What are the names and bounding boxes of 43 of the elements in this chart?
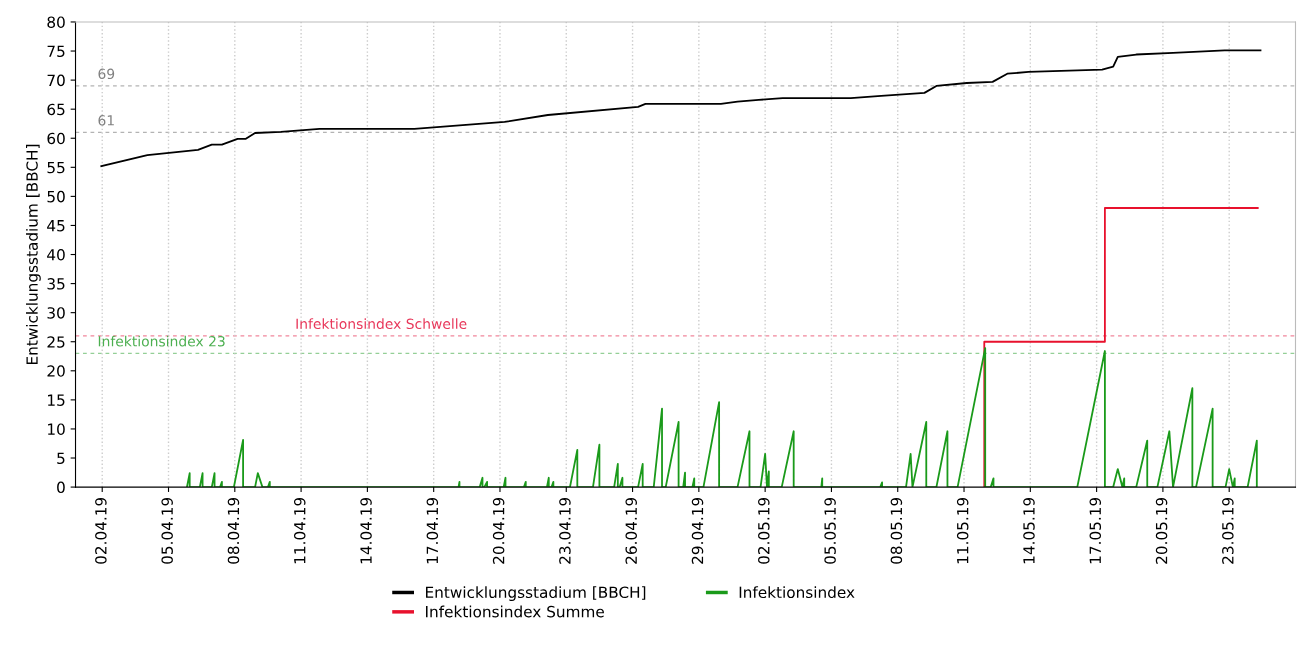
x-tick-label: 29.04.19: [691, 497, 704, 564]
y-tick-label: 40: [47, 248, 65, 261]
ref-line-label: Infektionsindex 23: [98, 335, 225, 347]
x-tick-label: 05.04.19: [161, 497, 173, 564]
legend-label: Entwicklungsstadium [BBCH]: [426, 586, 646, 602]
y-axis-title: Entwicklungsstadium [BBCH]: [26, 144, 41, 365]
y-tick-label: 75: [47, 45, 65, 58]
y-tick-label: 15: [48, 394, 65, 406]
x-tick-label: 14.04.19: [360, 497, 372, 564]
y-tick-label: 60: [47, 132, 65, 145]
x-tick-label: 14.05.19: [1023, 497, 1035, 564]
y-tick-label: 10: [48, 423, 65, 435]
y-tick-label: 35: [47, 278, 65, 290]
ref-line-label: Infektionsindex Schwelle: [296, 318, 467, 330]
x-tick-label: 20.05.19: [1155, 497, 1168, 564]
y-tick-label: 80: [47, 16, 65, 28]
y-tick-label: 0: [57, 481, 65, 494]
ref-line-label: 69: [98, 68, 115, 80]
x-tick-label: 20.04.19: [492, 497, 505, 564]
y-tick-label: 20: [47, 365, 65, 377]
x-tick-label: 23.04.19: [559, 497, 571, 564]
y-tick-label: 30: [47, 307, 65, 319]
x-tick-label: 26.04.19: [625, 497, 637, 564]
legend-label: Infektionsindex Summe: [426, 605, 604, 618]
y-tick-label: 25: [47, 336, 65, 348]
y-tick-label: 45: [47, 220, 65, 232]
x-tick-label: 08.05.19: [890, 497, 903, 564]
y-tick-label: 5: [57, 452, 65, 465]
x-tick-label: 08.04.19: [227, 497, 240, 564]
x-tick-label: 02.04.19: [95, 497, 107, 564]
ref-line-label: 61: [98, 115, 114, 126]
x-tick-label: 05.05.19: [824, 497, 836, 564]
legend-label: Infektionsindex: [739, 586, 855, 599]
x-tick-label: 17.04.19: [426, 497, 439, 564]
x-tick-label: 11.04.19: [293, 497, 306, 564]
y-tick-label: 55: [47, 161, 65, 174]
x-tick-label: 02.05.19: [758, 497, 770, 564]
y-tick-label: 50: [47, 190, 65, 203]
x-tick-label: 17.05.19: [1089, 497, 1102, 564]
y-tick-label: 70: [47, 74, 65, 87]
x-tick-label: 11.05.19: [956, 497, 969, 564]
x-tick-label: 23.05.19: [1222, 497, 1234, 564]
y-tick-label: 65: [47, 103, 65, 116]
